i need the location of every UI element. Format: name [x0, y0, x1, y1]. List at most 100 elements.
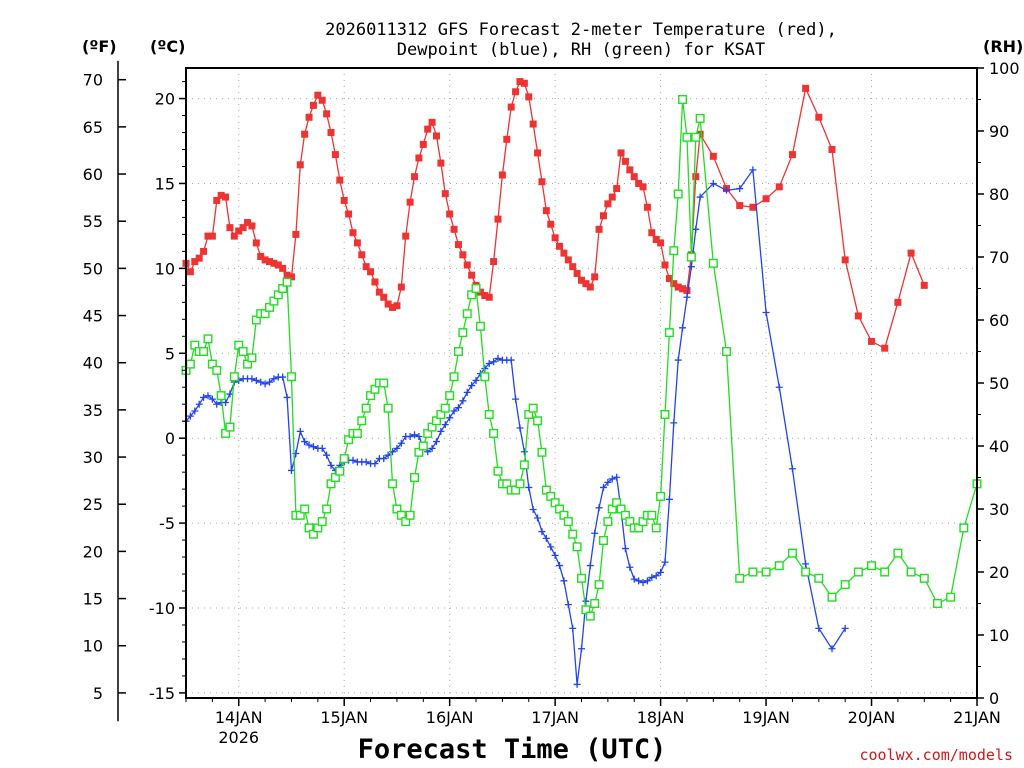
temperature-point: [578, 276, 585, 284]
relative-humidity-point: [471, 284, 481, 294]
chart-title-line-2: Dewpoint (blue), RH (green) for KSAT: [397, 40, 765, 60]
relative-humidity-point: [410, 473, 420, 483]
temperature-point: [463, 261, 471, 269]
dewpoint-point: [626, 563, 634, 571]
temperature-point: [547, 220, 555, 228]
dewpoint-point: [186, 412, 194, 420]
rh-tick-label: 70: [989, 248, 1009, 267]
temperature-point: [512, 88, 520, 96]
x-tick-label: 17JAN: [531, 708, 579, 727]
celsius-tick-label: 15: [155, 174, 175, 193]
dewpoint-point: [512, 395, 520, 403]
relative-humidity-point: [388, 479, 398, 489]
temperature-point: [468, 271, 476, 279]
dewpoint-point: [213, 400, 221, 408]
dewpoint-point: [248, 375, 256, 383]
relative-humidity-point: [493, 466, 503, 476]
dewpoint-point: [652, 572, 660, 580]
temperature-point: [279, 264, 287, 272]
dewpoint-point: [520, 448, 528, 456]
temperature-point: [665, 275, 673, 283]
temperature-point: [643, 203, 651, 211]
relative-humidity-point: [357, 416, 367, 426]
rh-tick-label: 50: [989, 374, 1009, 393]
relative-humidity-point: [225, 422, 235, 432]
temperature-point: [529, 120, 537, 128]
temperature-point: [582, 280, 590, 288]
dewpoint-point: [608, 475, 616, 483]
temperature-point: [639, 183, 647, 191]
fahrenheit-tick-label: 55: [83, 212, 103, 231]
dewpoint-point: [428, 444, 436, 452]
dewpoint-point: [204, 392, 212, 400]
temperature-point: [551, 234, 559, 242]
relative-humidity-point: [840, 580, 850, 590]
fahrenheit-tick-label: 25: [83, 495, 103, 514]
rh-tick-label: 10: [989, 626, 1009, 645]
temperature-point: [525, 93, 533, 101]
fahrenheit-tick-label: 5: [93, 684, 103, 703]
relative-humidity-point: [946, 592, 956, 602]
temperature-point: [353, 239, 361, 247]
temperature-point: [415, 154, 423, 162]
temperature-point: [621, 157, 629, 165]
relative-humidity-point: [515, 479, 525, 489]
relative-humidity-point: [880, 567, 890, 577]
temperature-point: [454, 241, 462, 249]
x-axis-title: Forecast Time (UTC): [358, 734, 667, 765]
relative-humidity-point: [603, 517, 613, 527]
credit-text: coolwx.com/models: [859, 746, 1013, 764]
temperature-point: [560, 249, 568, 257]
temperature-point: [498, 171, 506, 179]
temperature-point: [881, 344, 889, 352]
plot-frame: [185, 67, 978, 699]
dewpoint-point: [723, 186, 731, 194]
relative-humidity-point: [405, 510, 415, 520]
dewpoint-point: [802, 560, 810, 568]
temperature-point: [261, 256, 269, 264]
x-tick-label: 19JAN: [742, 708, 790, 727]
fahrenheit-tick-label: 35: [83, 401, 103, 420]
x-tick-label: 21JAN: [953, 708, 1001, 727]
relative-humidity-point: [317, 517, 327, 527]
relative-humidity-point: [708, 258, 718, 268]
chart-title-line-1: 2026011312 GFS Forecast 2-meter Temperat…: [325, 20, 837, 40]
relative-humidity-point: [660, 410, 670, 420]
temperature-point: [815, 113, 823, 121]
temperature-point: [630, 173, 638, 181]
temperature-point: [336, 176, 344, 184]
relative-humidity-point: [379, 378, 389, 388]
temperature-point: [652, 236, 660, 244]
relative-humidity-point: [590, 599, 600, 609]
dewpoint-point: [208, 395, 216, 403]
dewpoint-point: [494, 354, 502, 362]
fahrenheit-tick-label: 50: [83, 259, 103, 278]
temperature-point: [349, 229, 357, 237]
temperature-point: [195, 254, 203, 262]
dewpoint-point: [582, 597, 590, 605]
relative-humidity-point: [300, 504, 310, 514]
dewpoint-point: [432, 438, 440, 446]
temperature-point: [296, 161, 304, 169]
rh-tick-label: 30: [989, 500, 1009, 519]
dewpoint-point: [586, 562, 594, 570]
relative-humidity-point: [761, 567, 771, 577]
temperature-point: [345, 210, 353, 218]
dewpoint-point: [516, 424, 524, 432]
relative-humidity-point: [722, 347, 732, 357]
temperature-point: [402, 232, 410, 240]
dewpoint-point: [459, 397, 467, 405]
relative-humidity-point: [282, 277, 292, 287]
dewpoint-point: [578, 645, 585, 653]
relative-humidity-point: [533, 416, 543, 426]
temperature-point: [292, 230, 300, 238]
relative-humidity-point: [484, 410, 494, 420]
relative-humidity-point: [932, 599, 942, 609]
dewpoint-point: [639, 579, 647, 587]
relative-humidity-point: [440, 403, 450, 413]
relative-humidity-point: [774, 561, 784, 571]
relative-humidity-point: [383, 403, 393, 413]
relative-humidity-point: [673, 189, 683, 199]
dewpoint-point: [687, 263, 695, 271]
